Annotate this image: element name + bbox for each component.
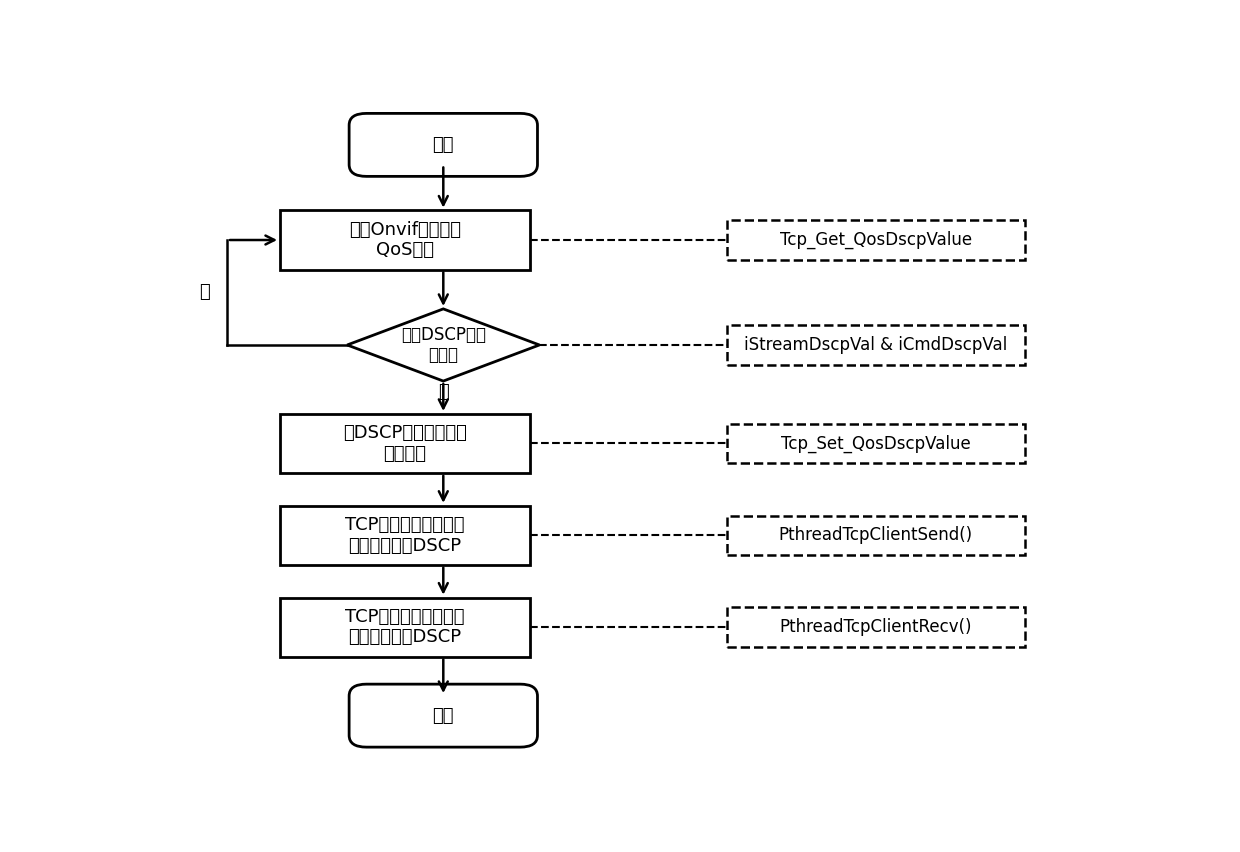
Text: 解析Onvif协议获取
QoS参数: 解析Onvif协议获取 QoS参数 (348, 221, 461, 259)
Bar (280, 414, 529, 473)
Text: PthreadTcpClientSend(): PthreadTcpClientSend() (779, 527, 973, 544)
FancyBboxPatch shape (350, 113, 537, 176)
Bar (280, 506, 529, 565)
Text: PthreadTcpClientRecv(): PthreadTcpClientRecv() (780, 618, 972, 636)
Bar (727, 515, 1024, 555)
Bar (280, 597, 529, 657)
Text: 将DSCP值赋给共享内
存结构体: 将DSCP值赋给共享内 存结构体 (343, 424, 466, 463)
Text: 是: 是 (438, 383, 449, 401)
Text: Tcp_Set_QosDscpValue: Tcp_Set_QosDscpValue (781, 435, 971, 452)
Text: 否: 否 (200, 284, 211, 302)
Text: Tcp_Get_QosDscpValue: Tcp_Get_QosDscpValue (780, 231, 972, 249)
Bar (727, 423, 1024, 463)
Text: TCP客户端接收线程中
设置信令接收DSCP: TCP客户端接收线程中 设置信令接收DSCP (345, 607, 465, 647)
Text: 开始: 开始 (433, 135, 454, 154)
Text: TCP客户端发送线程中
设置码流发送DSCP: TCP客户端发送线程中 设置码流发送DSCP (345, 515, 465, 555)
Text: 结束: 结束 (433, 706, 454, 725)
Bar (280, 210, 529, 269)
Text: 校验DSCP参数
合法性: 校验DSCP参数 合法性 (401, 325, 486, 365)
Bar (727, 325, 1024, 365)
Bar (727, 607, 1024, 647)
FancyBboxPatch shape (350, 684, 537, 747)
Polygon shape (347, 309, 539, 381)
Bar (727, 221, 1024, 260)
Text: iStreamDscpVal & iCmdDscpVal: iStreamDscpVal & iCmdDscpVal (744, 336, 1007, 354)
